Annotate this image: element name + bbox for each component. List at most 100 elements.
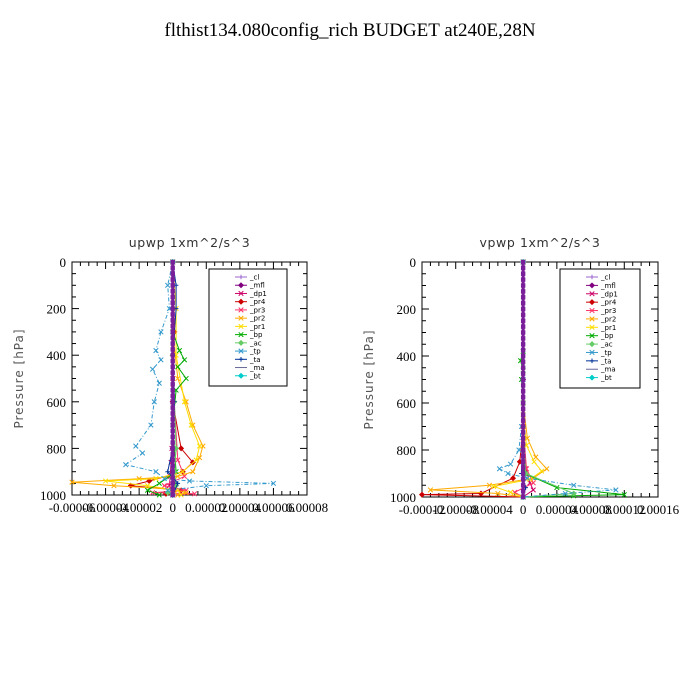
series-line bbox=[124, 261, 274, 496]
legend-swatch-marker bbox=[238, 274, 244, 280]
data-point bbox=[486, 482, 493, 488]
data-point bbox=[520, 447, 526, 453]
data-point bbox=[520, 342, 526, 347]
x-tick-label: 0.00004 bbox=[219, 500, 262, 515]
data-point bbox=[149, 366, 156, 372]
data-point bbox=[183, 375, 189, 382]
figure-title: flthist134.080config_rich BUDGET at240E,… bbox=[164, 20, 536, 41]
data-point bbox=[520, 377, 526, 382]
y-tick-label: 400 bbox=[47, 348, 67, 363]
data-point bbox=[170, 434, 175, 439]
data-point bbox=[170, 452, 175, 457]
data-point bbox=[520, 400, 526, 406]
data-point bbox=[520, 289, 526, 294]
data-point bbox=[170, 312, 175, 317]
data-point bbox=[170, 486, 175, 492]
chart-panel-vpwp: vpwp 1xm^2/s^3 Pressure [hPa] 0 200 400 600 80… bbox=[362, 235, 680, 517]
series-line bbox=[146, 262, 187, 496]
data-point bbox=[520, 424, 526, 429]
data-point bbox=[170, 428, 175, 434]
data-point bbox=[520, 436, 526, 441]
series-bp bbox=[144, 259, 189, 498]
y-tick-label: 0 bbox=[60, 255, 67, 270]
data-point bbox=[477, 490, 485, 497]
data-point bbox=[175, 457, 181, 463]
data-point bbox=[196, 443, 203, 449]
data-point bbox=[520, 365, 526, 370]
data-point bbox=[148, 422, 154, 428]
x-tick-label: 0 bbox=[520, 502, 527, 517]
series-tp bbox=[123, 259, 277, 498]
legend-swatch-marker bbox=[238, 348, 244, 354]
data-point bbox=[520, 312, 526, 318]
data-point bbox=[170, 347, 175, 352]
data-point bbox=[170, 382, 175, 387]
data-point bbox=[139, 450, 146, 456]
data-point bbox=[136, 476, 142, 482]
data-point bbox=[156, 480, 162, 487]
data-point bbox=[170, 492, 175, 498]
series-pr1 bbox=[102, 259, 203, 498]
data-point bbox=[161, 476, 167, 482]
data-point bbox=[520, 441, 526, 447]
legend-label: _ta bbox=[600, 357, 612, 365]
data-point bbox=[170, 417, 175, 422]
data-point bbox=[520, 259, 526, 265]
data-point bbox=[203, 483, 209, 489]
zero-profile bbox=[170, 259, 175, 498]
data-point bbox=[170, 469, 175, 474]
data-point bbox=[123, 462, 129, 468]
data-point bbox=[188, 422, 194, 428]
data-point bbox=[531, 459, 537, 465]
legend-label: _pr3 bbox=[249, 306, 265, 314]
legend-label: _ac bbox=[600, 341, 613, 349]
data-point bbox=[520, 330, 526, 335]
chart-title: vpwp 1xm^2/s^3 bbox=[480, 235, 601, 250]
data-point bbox=[175, 481, 181, 486]
legend-label: _pr4 bbox=[249, 298, 266, 306]
data-point bbox=[170, 422, 175, 428]
legend-swatch-marker bbox=[237, 372, 245, 379]
legend-swatch-marker bbox=[589, 307, 595, 314]
data-point bbox=[170, 440, 175, 445]
data-point bbox=[539, 468, 545, 474]
x-tick-label: -0.00006 bbox=[49, 500, 96, 515]
y-axis-label: Pressure [hPa] bbox=[362, 329, 376, 429]
legend-swatch-marker bbox=[238, 315, 244, 321]
data-point bbox=[520, 295, 526, 300]
legend-box bbox=[559, 268, 641, 389]
data-point bbox=[520, 465, 526, 470]
legend-label: _pr2 bbox=[600, 315, 616, 323]
y-tick-label: 600 bbox=[397, 396, 417, 411]
legend-label: _pr3 bbox=[600, 307, 616, 315]
data-point bbox=[520, 406, 526, 412]
data-point bbox=[170, 405, 175, 410]
data-point bbox=[180, 469, 186, 475]
legend-swatch-marker bbox=[588, 341, 596, 348]
y-tick-label: 1000 bbox=[40, 488, 66, 503]
data-point bbox=[175, 375, 181, 382]
x-tick-label: 0.00006 bbox=[252, 500, 295, 515]
data-point bbox=[520, 306, 526, 312]
y-tick-label: 0 bbox=[410, 255, 417, 270]
data-point bbox=[170, 399, 175, 404]
data-point bbox=[153, 476, 159, 482]
legend-swatch-marker bbox=[238, 331, 244, 338]
legend-swatch-marker bbox=[589, 274, 595, 280]
data-point bbox=[170, 277, 175, 282]
legend-label: _tp bbox=[249, 348, 261, 356]
data-point bbox=[520, 347, 526, 353]
data-point bbox=[270, 480, 277, 487]
legend-label: _dp1 bbox=[249, 290, 267, 298]
data-point bbox=[183, 490, 189, 496]
data-point bbox=[524, 475, 531, 481]
legend-label: _pr1 bbox=[249, 323, 265, 331]
legend-label: _dp1 bbox=[600, 290, 618, 298]
series-pr1 bbox=[490, 259, 545, 500]
series-line bbox=[421, 262, 524, 498]
legend-label: _ma bbox=[600, 366, 616, 374]
data-point bbox=[170, 370, 175, 375]
data-point bbox=[69, 479, 75, 485]
